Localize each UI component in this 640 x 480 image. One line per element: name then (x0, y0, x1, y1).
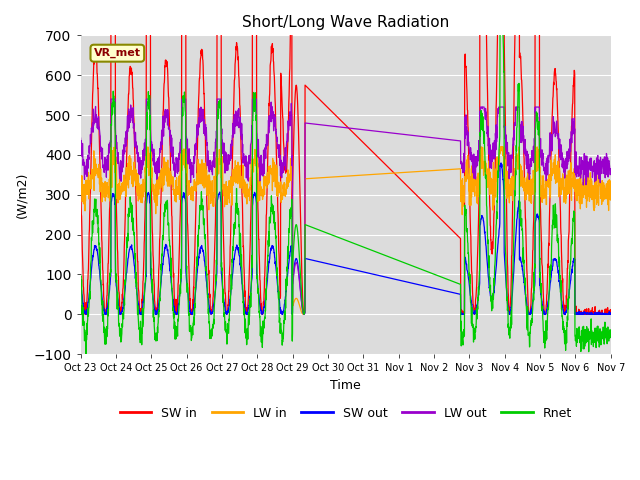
LW in (561, 187, 568, 192)
SW out (361, 269, 369, 275)
LW out (500, 104, 508, 110)
Legend: SW in, LW in, SW out, LW out, Rnet: SW in, LW in, SW out, LW out, Rnet (115, 402, 577, 425)
Rnet (575, 324, 583, 330)
Line: Rnet: Rnet (81, 0, 611, 354)
SW in (81, 312, 89, 317)
LW out (561, 160, 568, 166)
LW out (77, 135, 84, 141)
SW out (83, 312, 90, 317)
LW out (107, 96, 115, 102)
Rnet (607, 331, 614, 337)
SW in (607, 312, 614, 317)
LW out (225, 153, 232, 159)
SW out (500, 191, 508, 196)
SW in (225, 288, 232, 294)
LW in (300, 312, 307, 317)
Rnet (225, 330, 232, 336)
SW out (561, 311, 568, 316)
Text: VR_met: VR_met (94, 48, 141, 58)
LW out (300, 312, 308, 317)
SW out (497, 160, 505, 166)
LW in (500, 154, 508, 160)
LW out (373, 128, 381, 134)
SW in (372, 153, 380, 158)
LW in (362, 172, 369, 178)
LW in (225, 188, 232, 194)
LW in (77, 177, 84, 182)
Rnet (561, 334, 568, 339)
LW out (575, 164, 583, 169)
LW in (107, 144, 115, 150)
SW in (561, 312, 568, 317)
SW in (361, 142, 369, 147)
Rnet (77, 276, 84, 281)
Title: Short/Long Wave Radiation: Short/Long Wave Radiation (242, 15, 449, 30)
SW out (225, 307, 232, 313)
Rnet (361, 245, 369, 251)
LW in (373, 171, 381, 177)
SW in (575, 307, 583, 313)
LW in (607, 197, 614, 203)
Rnet (500, 69, 508, 74)
SW out (607, 312, 614, 317)
LW in (575, 184, 583, 190)
LW out (362, 127, 369, 133)
LW out (607, 168, 614, 173)
Rnet (82, 351, 90, 357)
Line: LW out: LW out (81, 99, 611, 314)
Y-axis label: (W/m2): (W/m2) (15, 171, 28, 218)
Line: SW in: SW in (81, 0, 611, 314)
X-axis label: Time: Time (330, 379, 361, 392)
Rnet (372, 249, 380, 255)
SW out (575, 309, 583, 314)
SW out (372, 272, 380, 278)
Line: SW out: SW out (81, 163, 611, 314)
Line: LW in: LW in (81, 147, 611, 314)
SW out (77, 278, 84, 284)
SW in (77, 180, 84, 185)
